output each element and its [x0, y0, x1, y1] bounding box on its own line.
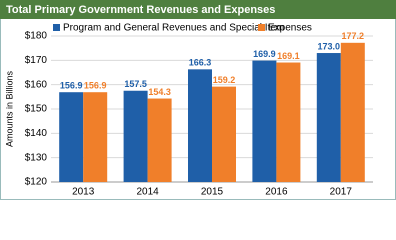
y-tick-label: $160	[25, 79, 48, 90]
value-label: 156.9	[60, 81, 83, 91]
y-axis-label: Amounts in Billions	[4, 70, 14, 147]
x-tick-label: 2014	[136, 187, 159, 198]
title-bar	[0, 0, 396, 19]
y-tick-label: $130	[25, 152, 48, 163]
value-label: 157.5	[124, 79, 147, 89]
page: Total Primary Government Revenues and Ex…	[0, 0, 396, 200]
y-tick-label: $170	[25, 55, 48, 66]
legend-label: Program and General Revenues and Special…	[63, 23, 284, 34]
bar	[276, 62, 301, 183]
value-label: 169.9	[253, 49, 276, 59]
bar	[188, 69, 212, 182]
value-label: 166.3	[189, 58, 212, 68]
value-label: 156.9	[84, 81, 107, 91]
y-tick-label: $140	[25, 128, 48, 139]
x-tick-label: 2015	[201, 187, 224, 198]
chart: Total Primary Government Revenues and Ex…	[0, 0, 396, 200]
value-label: 173.0	[318, 41, 341, 51]
legend-label: Expenses	[268, 23, 312, 34]
bar	[340, 42, 365, 183]
y-tick-label: $180	[25, 31, 48, 42]
legend-swatch	[53, 24, 60, 31]
y-tick-label: $120	[25, 177, 48, 188]
bar	[59, 92, 84, 182]
bar	[316, 53, 341, 183]
x-tick-label: 2016	[265, 187, 288, 198]
legend-swatch	[258, 24, 265, 31]
y-tick-label: $150	[25, 104, 48, 115]
bar	[147, 98, 172, 182]
x-tick-label: 2013	[72, 187, 95, 198]
bar	[123, 90, 148, 182]
value-label: 154.3	[148, 87, 171, 97]
value-label: 159.2	[213, 75, 236, 85]
chart-title: Total Primary Government Revenues and Ex…	[6, 4, 275, 16]
bar	[83, 92, 108, 182]
x-tick-label: 2017	[330, 187, 353, 198]
value-label: 177.2	[342, 31, 365, 41]
bar	[212, 86, 236, 182]
bar	[252, 60, 277, 182]
value-label: 169.1	[277, 51, 300, 61]
